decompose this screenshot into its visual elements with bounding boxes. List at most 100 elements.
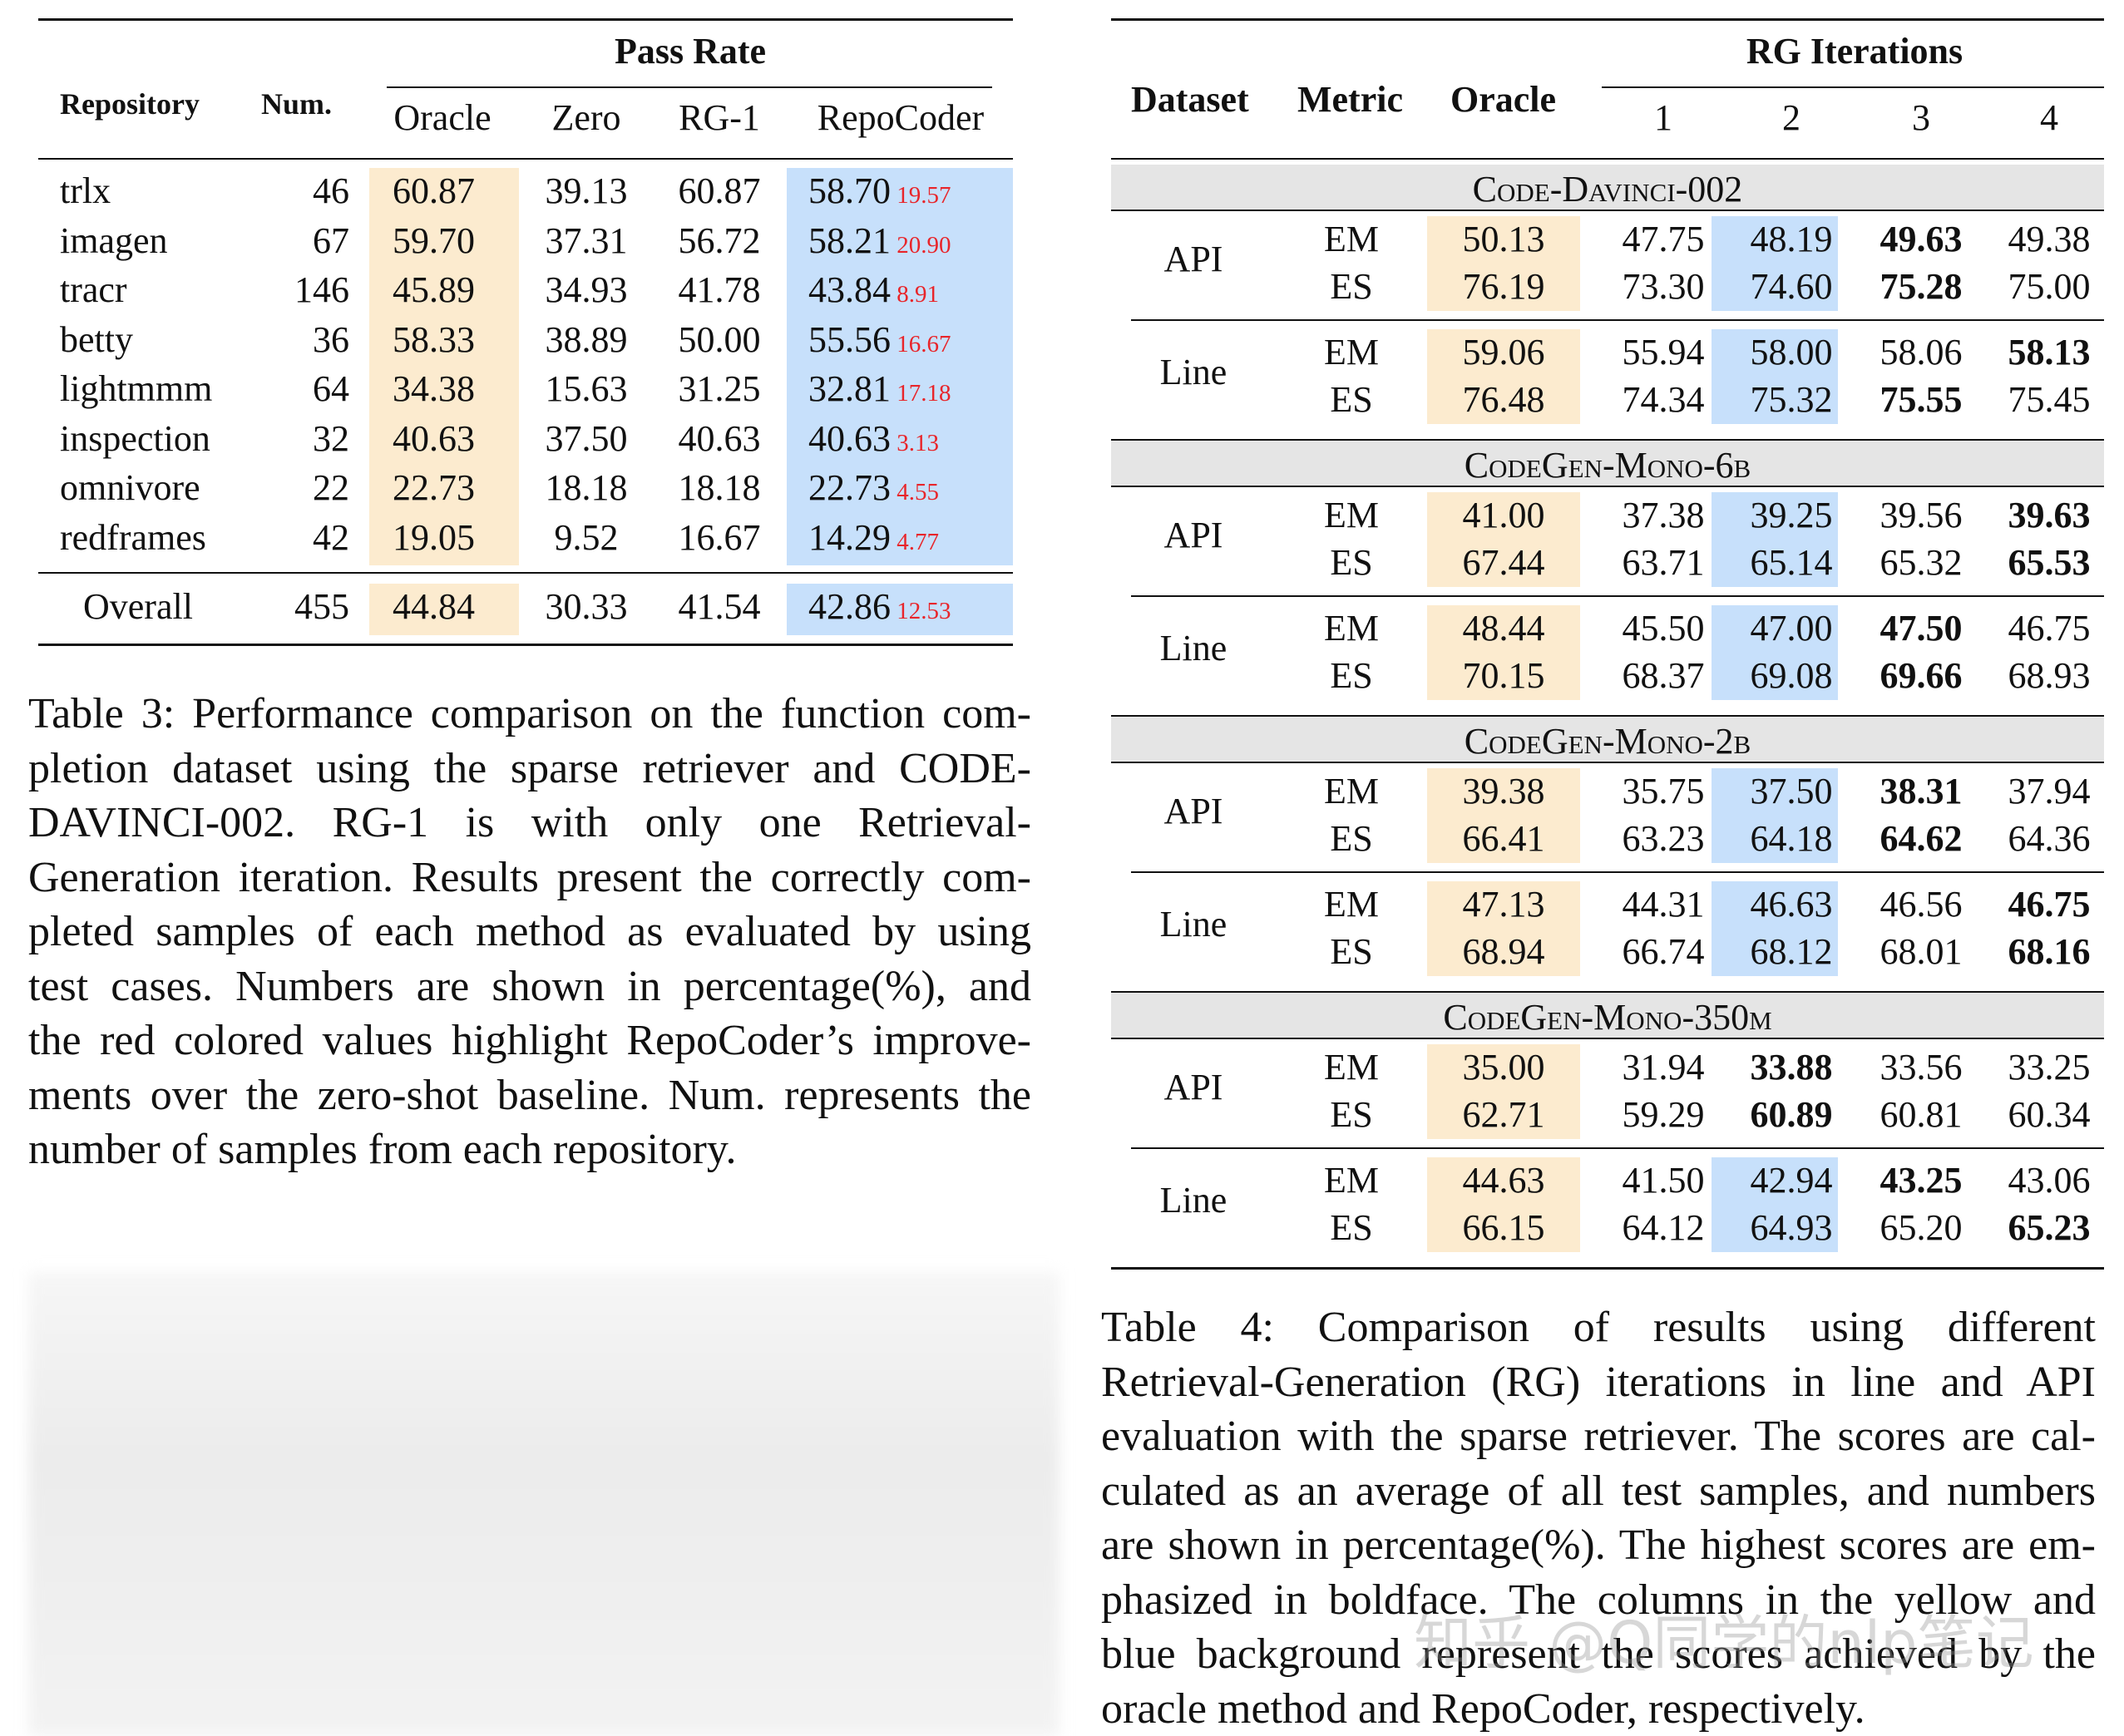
t4-oracle-highlight xyxy=(1427,492,1580,587)
t4-repocoder-highlight xyxy=(1712,492,1838,587)
t4-iter-value: 64.36 xyxy=(2008,818,2091,859)
t4-iter-value: 73.30 xyxy=(1622,266,1705,307)
t3-row-0-zero: 39.13 xyxy=(545,170,628,211)
t4-dataset-label: Line xyxy=(1159,904,1227,944)
t4-dataset-label: API xyxy=(1163,239,1223,279)
t4-iter-value: 68.37 xyxy=(1622,655,1705,696)
blurred-region xyxy=(28,1272,1060,1736)
t4-iter-value: 65.20 xyxy=(1879,1207,1963,1248)
t4-iter-value: 66.74 xyxy=(1622,931,1705,972)
t4-dataset-label: Line xyxy=(1159,628,1227,668)
t4-iter-value: 43.06 xyxy=(2008,1160,2091,1201)
caption-line: the red colored values highlight RepoCod… xyxy=(28,1017,1031,1064)
t3-row-7-rg1: 16.67 xyxy=(678,516,761,558)
t3-header-repocoder: RepoCoder xyxy=(817,97,985,138)
t3-row-5-oracle: 40.63 xyxy=(393,417,475,459)
caption-line: culated as an average of all test sample… xyxy=(1101,1467,2096,1515)
t3-row-5-rg1: 40.63 xyxy=(678,417,761,459)
t4-oracle-value: 76.19 xyxy=(1462,266,1545,307)
t4-metric: EM xyxy=(1324,219,1379,259)
t4-repocoder-highlight xyxy=(1712,605,1838,700)
t3-row-6-oracle: 22.73 xyxy=(393,467,475,508)
t3-row-7-oracle: 19.05 xyxy=(393,516,475,558)
t4-block-rule xyxy=(1131,595,2104,597)
t4-model-rule xyxy=(1111,210,2104,211)
t4-oracle-value: 70.15 xyxy=(1462,655,1545,696)
t4-metric: ES xyxy=(1330,818,1373,859)
repocoder-value: 55.56 xyxy=(808,318,891,360)
t4-block-rule xyxy=(1131,319,2104,321)
t4-model-band xyxy=(1111,993,2104,1038)
t3-row-4-num: 64 xyxy=(313,368,349,409)
t4-group-end-rule xyxy=(1111,715,2104,717)
t4-metric: EM xyxy=(1324,884,1379,925)
caption-line: blue background represent the scores ach… xyxy=(1101,1630,2096,1678)
t4-iter-value: 65.14 xyxy=(1750,542,1833,583)
t4-repocoder-highlight xyxy=(1712,881,1838,976)
t3-row-4-rg1: 31.25 xyxy=(678,368,761,409)
t4-header-iter-4: 4 xyxy=(2040,97,2058,138)
t3-row-1-num: 67 xyxy=(313,219,349,261)
t4-iter-value: 37.94 xyxy=(2008,771,2091,811)
t4-oracle-highlight xyxy=(1427,329,1580,424)
t3-overall-repo: Overall xyxy=(83,586,193,627)
t3-header-zero: Zero xyxy=(551,97,621,138)
t4-oracle-value: 50.13 xyxy=(1462,219,1545,259)
t4-iter-value: 68.93 xyxy=(2008,655,2091,696)
t3-row-3-oracle: 58.33 xyxy=(393,318,475,360)
t4-oracle-value: 59.06 xyxy=(1462,332,1545,372)
t4-iter-value: 69.08 xyxy=(1750,655,1833,696)
t4-iter-value: 60.34 xyxy=(2008,1094,2091,1135)
t4-dataset-label: API xyxy=(1163,1067,1223,1107)
t3-row-2-repo: tracr xyxy=(60,269,127,310)
t3-row-4-oracle: 34.38 xyxy=(393,368,475,409)
t3-header-oracle: Oracle xyxy=(393,97,491,138)
t4-iter-value: 31.94 xyxy=(1622,1047,1705,1087)
t4-oracle-value: 39.38 xyxy=(1462,771,1545,811)
t4-iter-value: 74.34 xyxy=(1622,379,1705,420)
t4-iter-value: 42.94 xyxy=(1750,1160,1833,1201)
t4-header-iter-2: 2 xyxy=(1782,97,1800,138)
t4-iter-value: 64.12 xyxy=(1622,1207,1705,1248)
t4-group-end-rule xyxy=(1111,991,2104,993)
t3-row-7-repocoder: 14.29 4.77 xyxy=(808,516,939,559)
t4-metric: ES xyxy=(1330,931,1373,972)
t4-iter-value: 64.18 xyxy=(1750,818,1833,859)
t4-iter-value: 45.50 xyxy=(1622,608,1705,649)
t4-model-band xyxy=(1111,717,2104,762)
t3-header-pass-rate: Pass Rate xyxy=(614,31,767,72)
t4-metric: EM xyxy=(1324,608,1379,649)
t4-iter-value: 37.38 xyxy=(1622,495,1705,535)
t4-iter-value: 55.94 xyxy=(1622,332,1705,372)
t4-iter-value: 43.25 xyxy=(1879,1160,1963,1201)
t4-iter-value: 39.25 xyxy=(1750,495,1833,535)
t4-model-rule xyxy=(1111,486,2104,487)
t4-dataset-label: API xyxy=(1163,515,1223,555)
t4-iter-value: 46.75 xyxy=(2008,608,2091,649)
t4-iter-value: 58.13 xyxy=(2008,332,2091,372)
t3-row-1-rg1: 56.72 xyxy=(678,219,761,261)
t4-header-oracle: Oracle xyxy=(1450,79,1557,120)
t4-iter-value: 49.63 xyxy=(1879,219,1963,259)
t4-model-name: CodeGen-Mono-2b xyxy=(1464,721,1751,762)
t4-oracle-value: 62.71 xyxy=(1462,1094,1545,1135)
t3-row-6-zero: 18.18 xyxy=(545,467,628,508)
t3-row-7-zero: 9.52 xyxy=(554,516,619,558)
t4-oracle-value: 76.48 xyxy=(1462,379,1545,420)
t4-iter-value: 44.31 xyxy=(1622,884,1705,925)
t3-header-num: Num. xyxy=(261,87,333,121)
t4-dataset-label: Line xyxy=(1159,1180,1227,1221)
t4-iter-value: 60.89 xyxy=(1750,1094,1833,1135)
repocoder-value: 58.70 xyxy=(808,170,891,211)
t4-metric: ES xyxy=(1330,266,1373,307)
caption-line: number of samples from each repository. xyxy=(28,1126,737,1173)
t4-model-rule xyxy=(1111,1038,2104,1039)
table-4-caption: Table 4: Comparison of results using dif… xyxy=(1101,1300,2096,1736)
t4-iter-value: 35.75 xyxy=(1622,771,1705,811)
t4-oracle-value: 66.15 xyxy=(1462,1207,1545,1248)
t4-group-rule xyxy=(1602,86,2104,88)
t4-dataset-label: Line xyxy=(1159,352,1227,392)
t4-oracle-value: 67.44 xyxy=(1462,542,1545,583)
t4-metric: EM xyxy=(1324,771,1379,811)
t3-header-repository: Repository xyxy=(60,87,200,121)
